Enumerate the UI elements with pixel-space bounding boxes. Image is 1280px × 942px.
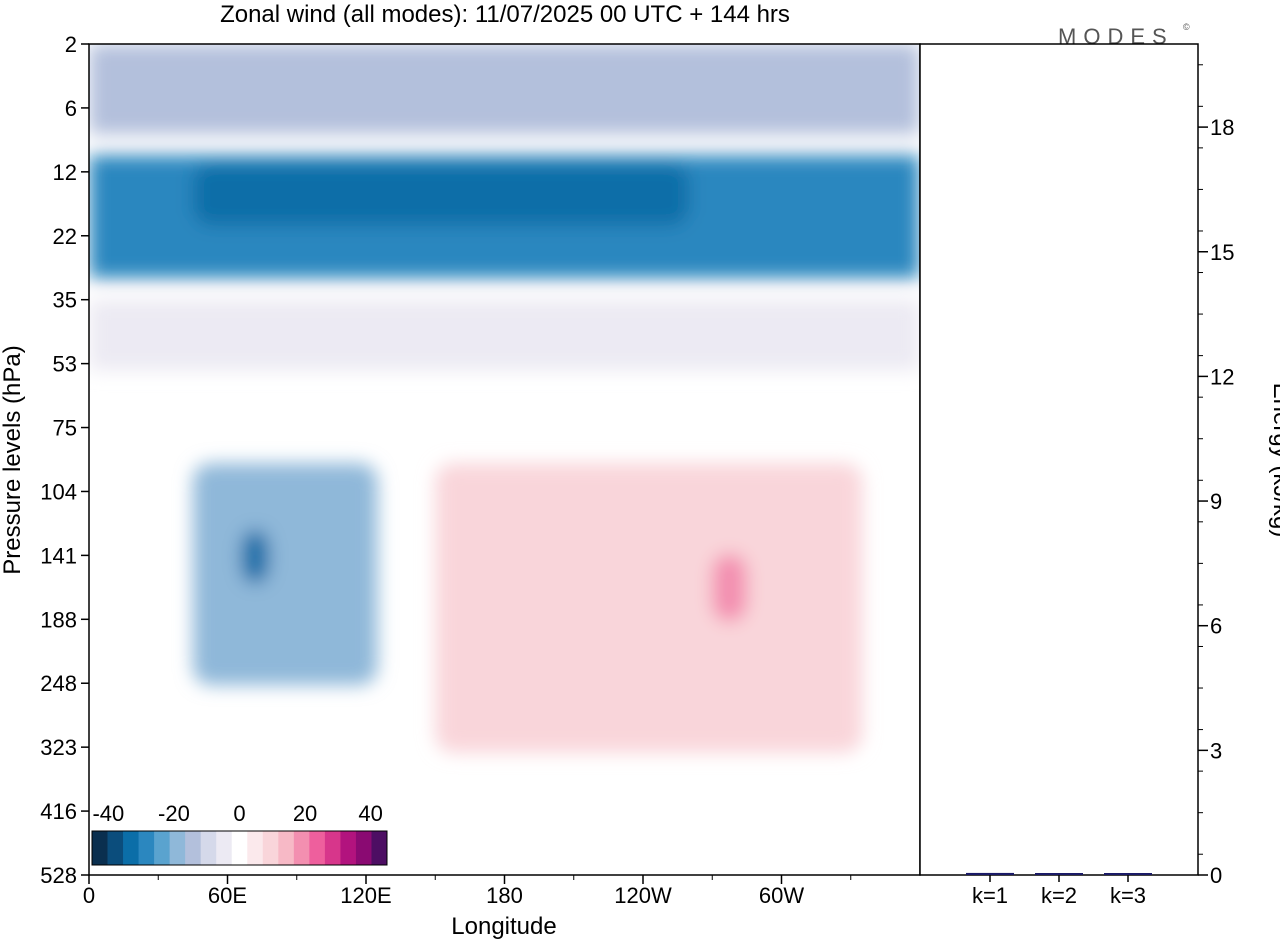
colorbar-swatch [154,831,171,865]
colorbar-tick-label: 20 [293,801,317,826]
energy-tick-label: 0 [1210,863,1222,888]
colorbar: -40 -20 0 20 40 [91,801,388,866]
energy-tick-label: 18 [1210,115,1234,140]
x-axis-label: Longitude [451,913,556,940]
colorbar-swatch [231,831,248,865]
brand-logo-mark: © [1183,22,1190,32]
colorbar-swatch [371,831,388,865]
x-tick-label: 60W [759,883,804,908]
energy-bar [1035,873,1083,875]
y-tick-label: 188 [40,607,77,632]
colorbar-swatch [309,831,326,865]
y-tick-label: 528 [40,863,77,888]
colorbar-tick-label: -20 [158,801,190,826]
colorbar-swatch [92,831,108,865]
chart-title: Zonal wind (all modes): 11/07/2025 00 UT… [220,1,790,28]
heatmap-region-jet-core [192,163,690,226]
y-tick-label: 12 [53,160,77,185]
heatmap-field [89,44,920,875]
y-tick-label: 53 [53,352,77,377]
colorbar-tick-label: 40 [358,801,382,826]
energy-tick-label: 3 [1210,738,1222,763]
y-tick-label: 35 [53,288,77,313]
x-axis: 0 60E 120E 180 120W 60W [83,875,852,908]
heatmap-regions [89,44,920,753]
y-tick-label: 416 [40,799,77,824]
heatmap-region-upper-stratosphere-easterlies [89,44,920,135]
energy-panel-frame [919,43,1199,876]
x-tick-label: 0 [83,883,95,908]
x-tick-label: 60E [208,883,247,908]
energy-tick-label: 15 [1210,240,1234,265]
energy-bar-chart: k=1 k=2 k=3 [966,872,1152,908]
x-tick-label: 120E [340,883,391,908]
y-axis: 2 6 12 22 35 53 75 104 141 188 248 323 416 528 [40,32,89,888]
colorbar-swatch [200,831,217,865]
energy-y-axis: 0 3 6 9 12 15 18 [1198,64,1234,888]
x-tick-label: 120W [614,883,672,908]
colorbar-tick-label: -40 [92,801,124,826]
y-tick-label: 141 [40,543,77,568]
energy-axis-label: Energy (kJ/kg) [1268,383,1280,538]
energy-category-label: k=3 [1110,883,1146,908]
colorbar-swatch [340,831,357,865]
energy-bar [1104,873,1152,875]
colorbar-swatch [293,831,310,865]
y-tick-label: 22 [53,224,77,249]
energy-bar [966,872,1014,875]
heatmap-region-westerlies-pacific [435,463,863,753]
colorbar-swatch [138,831,155,865]
colorbar-swatch [247,831,264,865]
colorbar-swatch [355,831,372,865]
colorbar-swatch [123,831,139,865]
colorbar-swatch [169,831,186,865]
energy-tick-label: 9 [1210,489,1222,514]
y-tick-label: 2 [65,32,77,57]
x-tick-label: 180 [486,883,523,908]
y-tick-label: 104 [40,479,77,504]
colorbar-swatch [278,831,295,865]
energy-tick-label: 12 [1210,364,1234,389]
colorbar-swatch [262,831,279,865]
energy-category-label: k=2 [1041,883,1077,908]
heatmap-region-upper-trop-easterlies-asia [192,463,378,686]
y-tick-label: 248 [40,671,77,696]
y-tick-label: 6 [65,96,77,121]
y-axis-label: Pressure levels (hPa) [0,345,26,574]
heatmap-region-westerly-maxima-100W [712,553,747,622]
energy-tick-label: 6 [1210,614,1222,639]
colorbar-tick-label: 0 [233,801,245,826]
colorbar-swatch [185,831,202,865]
colorbar-swatch [107,831,124,865]
energy-category-label: k=1 [972,883,1008,908]
y-tick-label: 323 [40,735,77,760]
colorbar-frame [91,830,388,866]
heatmap-region-tropopause-layer [89,299,920,371]
heatmap-region-easterly-core-70E [241,530,270,584]
colorbar-swatch [216,831,233,865]
colorbar-swatch [324,831,341,865]
y-tick-label: 75 [53,416,77,441]
